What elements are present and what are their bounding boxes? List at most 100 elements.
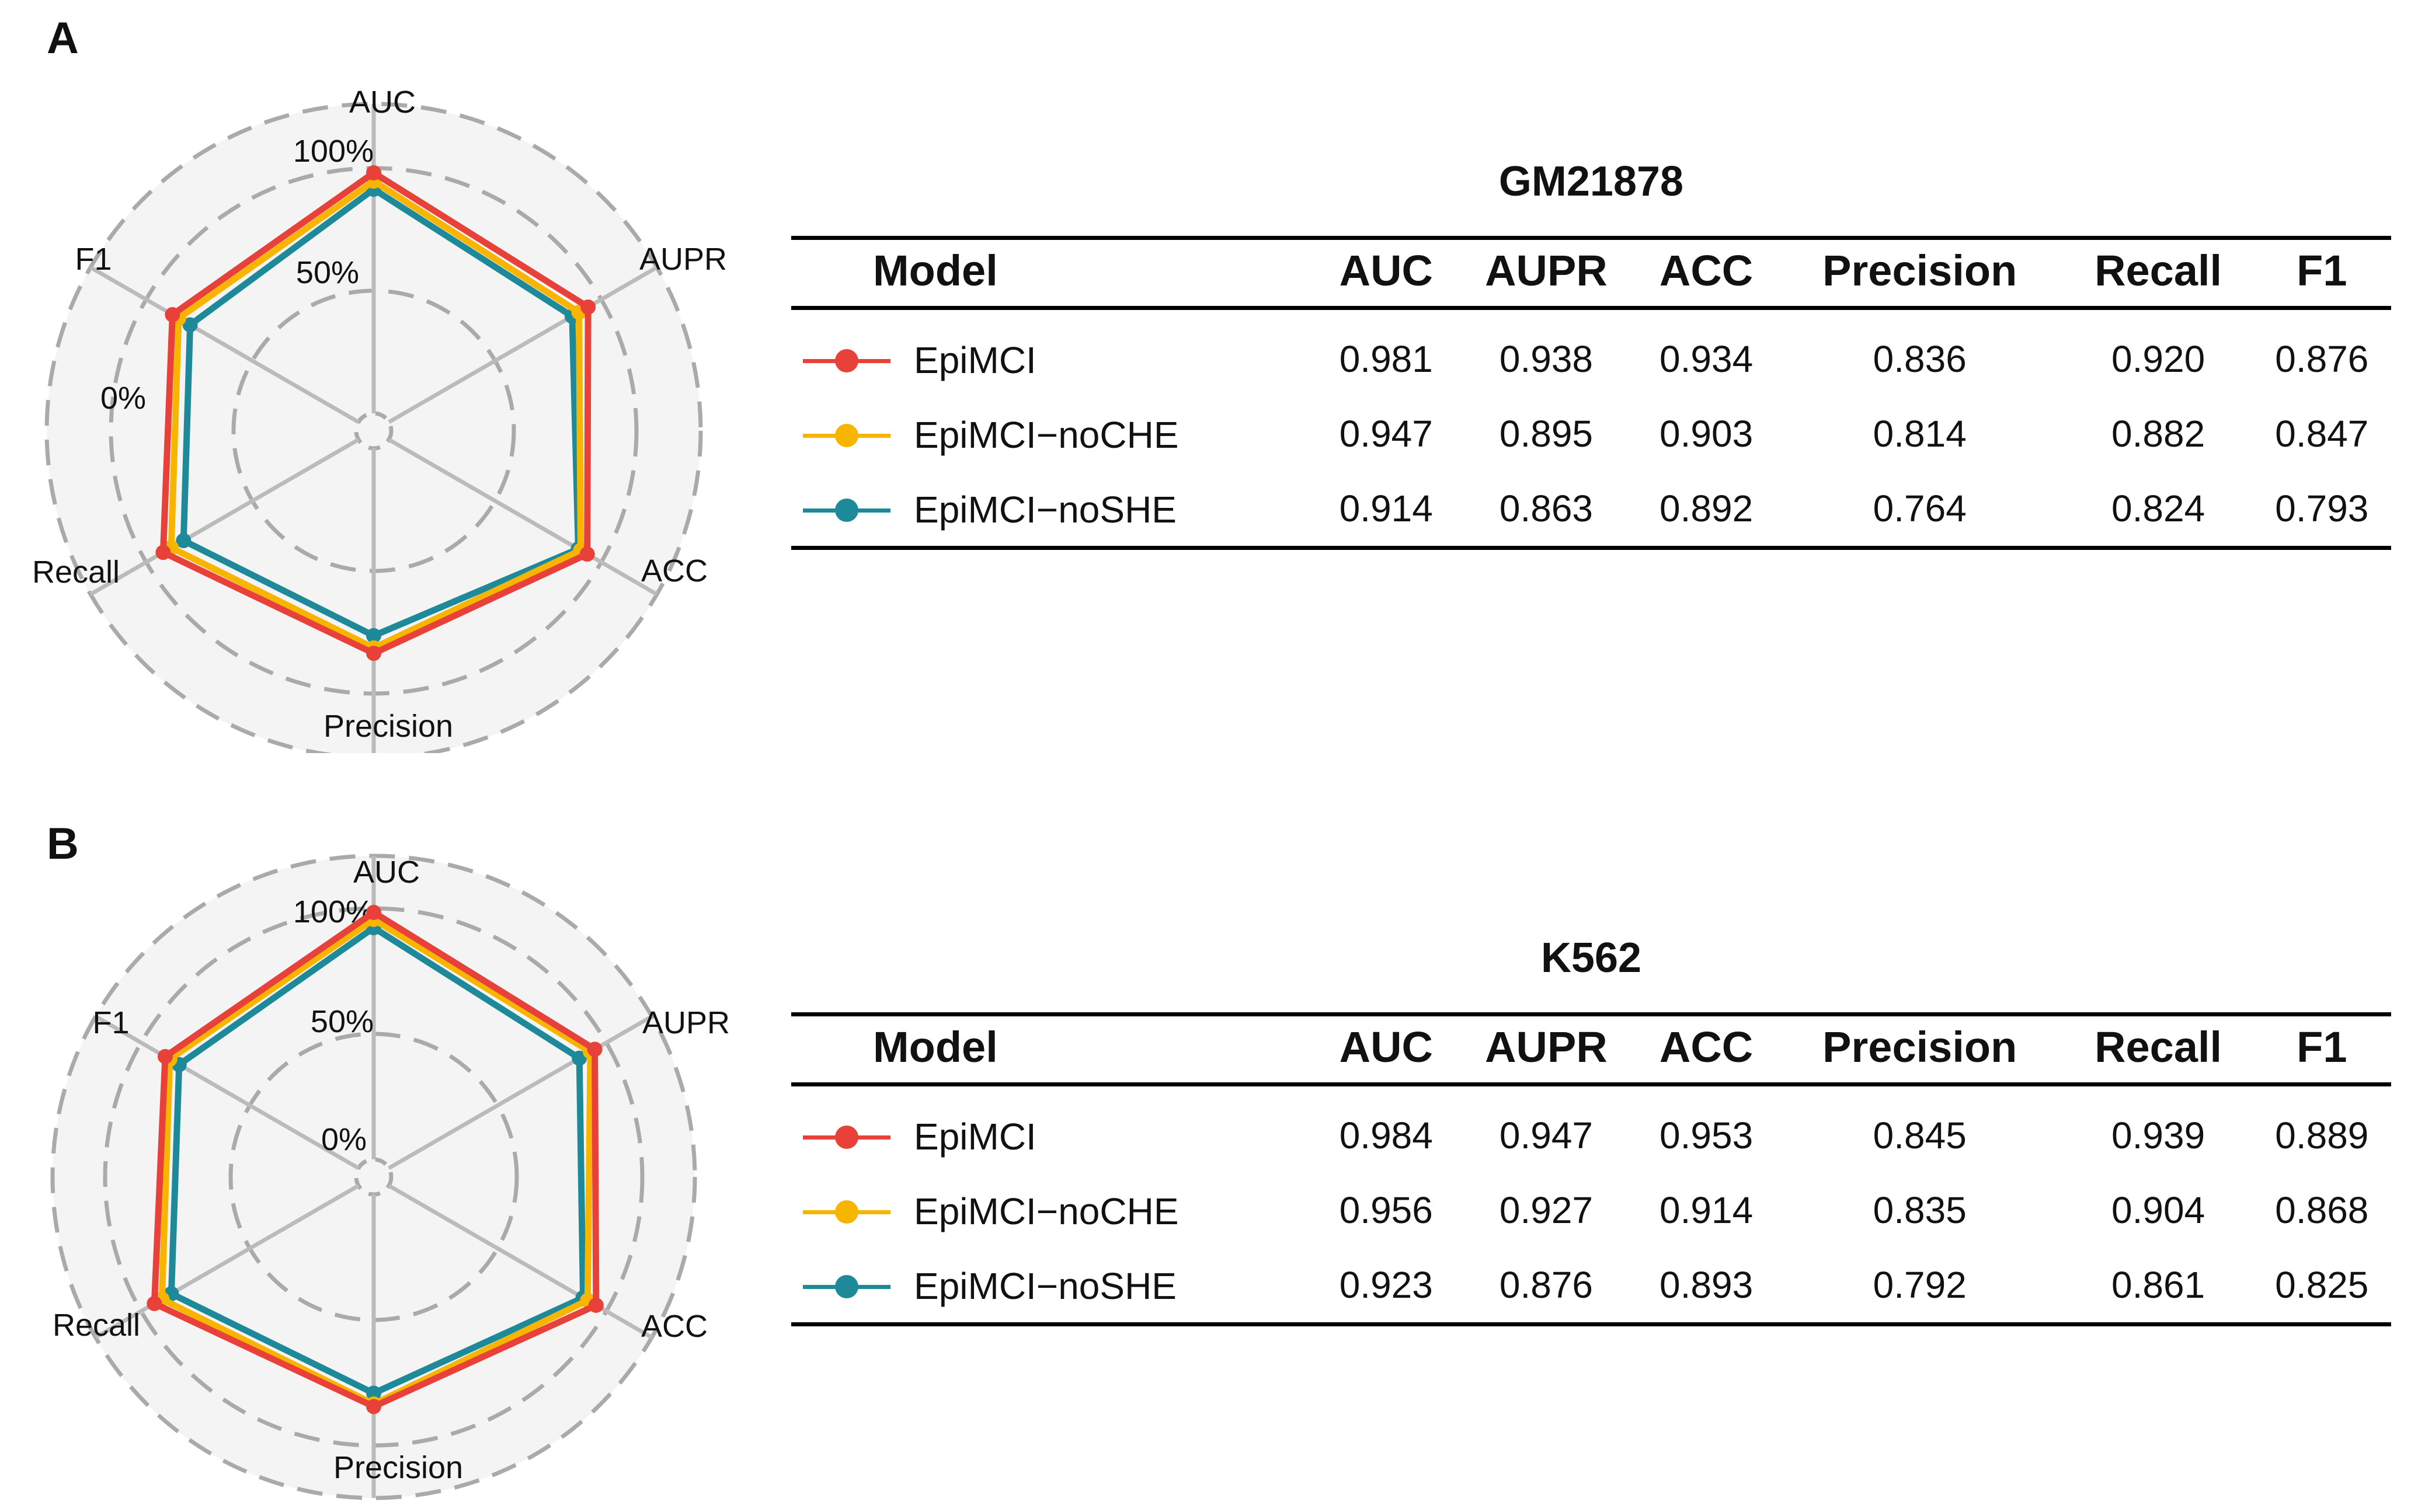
table-row: EpiMCI−noSHE 0.923 0.876 0.893 0.792 0.861 0.8…: [791, 1248, 2391, 1325]
radial-tick-label: 0%: [321, 1122, 367, 1157]
axis-label: Recall: [32, 555, 120, 590]
model-name: EpiMCI−noCHE: [914, 1190, 1179, 1233]
model-name: EpiMCI: [914, 1116, 1036, 1158]
value-cell: 0.953: [1659, 1114, 1754, 1156]
panel-a: A 0% 50% 100% AUC AUPR ACC Precision Recall F1 G…: [0, 0, 2418, 753]
axis-label: AUPR: [639, 242, 727, 277]
legend-marker-icon: [803, 349, 890, 372]
value-cell: 0.792: [1873, 1264, 1967, 1306]
column-header: ACC: [1659, 1023, 1754, 1071]
column-header: AUPR: [1485, 246, 1608, 295]
value-cell: 0.984: [1339, 1114, 1433, 1156]
value-cell: 0.824: [2111, 487, 2205, 529]
axis-label: AUC: [353, 855, 420, 890]
axis-spoke: [388, 1014, 653, 1170]
data-point: [588, 1297, 604, 1313]
data-point: [182, 317, 198, 333]
column-header: Model: [873, 246, 998, 295]
value-cell: 0.876: [2275, 338, 2369, 380]
axis-spoke: [94, 1183, 360, 1340]
legend-marker-icon: [803, 1200, 890, 1224]
axis-spoke: [388, 1183, 653, 1340]
model-name: EpiMCI−noCHE: [914, 414, 1179, 457]
value-cell: 0.835: [1873, 1189, 1967, 1231]
column-header: Recall: [2095, 246, 2222, 295]
value-cell: 0.956: [1339, 1189, 1433, 1231]
axis-label: Recall: [53, 1308, 140, 1343]
data-point: [366, 1385, 381, 1401]
axis-label: Precision: [333, 1450, 463, 1485]
model-cell: EpiMCI−noSHE: [791, 1248, 1317, 1325]
data-point: [579, 546, 595, 562]
value-cell: 0.923: [1339, 1264, 1433, 1306]
model-cell: EpiMCI: [791, 308, 1317, 397]
table-row: EpiMCI−noCHE 0.947 0.895 0.903 0.814 0.882 0.8…: [791, 396, 2391, 471]
table-row: EpiMCI 0.981 0.938 0.934 0.836 0.920 0.876: [791, 308, 2391, 397]
table-row: EpiMCI−noCHE 0.956 0.927 0.914 0.835 0.904 0.8…: [791, 1173, 2391, 1248]
value-cell: 0.981: [1339, 338, 1433, 380]
column-header: AUC: [1339, 246, 1433, 295]
outer-ring: [44, 102, 703, 753]
legend-marker-icon: [803, 423, 890, 447]
legend-marker-icon: [803, 1125, 890, 1149]
value-cell: 0.764: [1873, 487, 1967, 529]
column-header: Precision: [1822, 1023, 2017, 1071]
value-cell: 0.863: [1499, 487, 1594, 529]
column-header: Precision: [1822, 246, 2017, 295]
metrics-table-container: K562 Model AUC AUPR ACC Precision Recall F1 Ep…: [791, 934, 2391, 1326]
axis-spoke: [89, 437, 360, 597]
axis-spoke: [388, 265, 658, 424]
column-header: ACC: [1659, 246, 1754, 295]
column-header: F1: [2297, 246, 2347, 295]
metrics-table: Model AUC AUPR ACC Precision Recall F1 EpiMCI 0…: [791, 1012, 2391, 1326]
axis-label: AUPR: [642, 1005, 730, 1040]
value-cell: 0.876: [1499, 1264, 1594, 1306]
table-row: EpiMCI−noSHE 0.914 0.863 0.892 0.764 0.824 0.7…: [791, 471, 2391, 548]
axis-label: AUC: [349, 85, 416, 120]
value-cell: 0.914: [1339, 487, 1433, 529]
column-header: Recall: [2095, 1023, 2222, 1071]
panel-b: B 0% 50% 100% AUC AUPR ACC Precision Recall F1 K…: [0, 759, 2418, 1503]
data-point: [176, 533, 192, 549]
data-point: [155, 545, 171, 560]
value-cell: 0.939: [2111, 1114, 2205, 1156]
data-point: [165, 307, 180, 323]
panel-label: A: [47, 13, 79, 63]
model-name: EpiMCI−noSHE: [914, 489, 1177, 531]
value-cell: 0.947: [1339, 413, 1433, 455]
axis-label: F1: [92, 1005, 129, 1040]
value-cell: 0.861: [2111, 1264, 2205, 1306]
legend-marker-icon: [803, 1274, 890, 1298]
value-cell: 0.847: [2275, 413, 2369, 455]
column-header: F1: [2297, 1023, 2347, 1071]
data-point: [366, 646, 381, 661]
value-cell: 0.892: [1659, 487, 1754, 529]
value-cell: 0.868: [2275, 1189, 2369, 1231]
data-point: [366, 165, 381, 180]
data-point: [366, 904, 381, 920]
column-header: Model: [873, 1023, 998, 1071]
table-title: K562: [1540, 935, 1642, 981]
radial-tick-label: 0%: [100, 381, 146, 416]
axis-label: Precision: [323, 709, 453, 744]
value-cell: 0.845: [1873, 1114, 1967, 1156]
data-point: [572, 1050, 587, 1066]
model-cell: EpiMCI−noSHE: [791, 471, 1317, 548]
axis-label: ACC: [641, 1309, 708, 1344]
value-cell: 0.947: [1499, 1114, 1594, 1156]
value-cell: 0.903: [1659, 413, 1754, 455]
legend-marker-icon: [803, 498, 890, 522]
axis-label: ACC: [641, 553, 708, 588]
value-cell: 0.927: [1499, 1189, 1594, 1231]
table-header-row: Model AUC AUPR ACC Precision Recall F1: [791, 1014, 2391, 1085]
panel-label: B: [47, 819, 79, 869]
value-cell: 0.920: [2111, 338, 2205, 380]
column-header: AUC: [1339, 1023, 1433, 1071]
axis-label: F1: [75, 242, 112, 277]
data-point: [366, 1399, 381, 1415]
grid-ring-50: [228, 1032, 519, 1322]
column-header: AUPR: [1485, 1023, 1608, 1071]
axis-spoke: [388, 437, 658, 597]
